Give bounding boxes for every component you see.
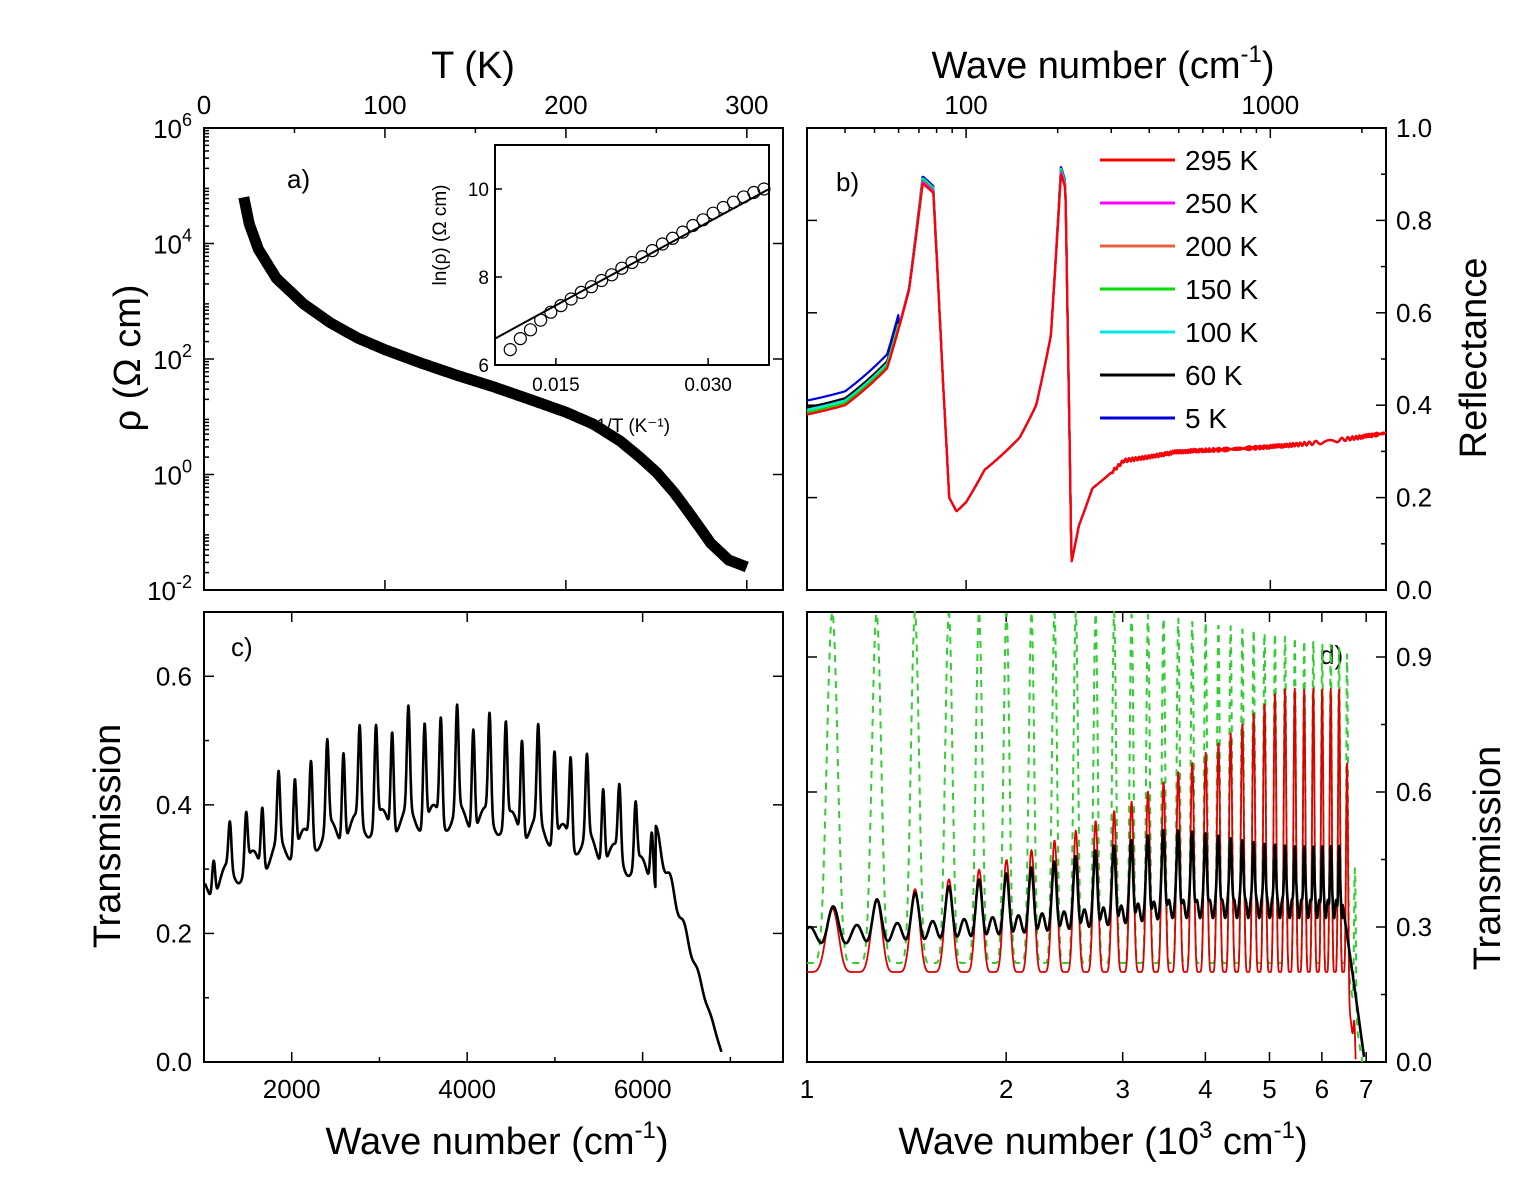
panel-b-line-100K [806, 167, 1387, 563]
panel-b-frame [806, 127, 1387, 591]
panel-c-xtick-label: 2000 [263, 1074, 321, 1104]
panel-b-line-60K [806, 167, 1387, 563]
panel-a-xtick-label: 200 [544, 90, 587, 120]
panel-c-xlabel: Wave number (cm-1) [326, 1117, 669, 1163]
panel-b-ytick-label: 0.2 [1396, 483, 1432, 513]
inset-ylabel: ln(ρ) (Ω cm) [430, 185, 451, 286]
inset-point [676, 225, 690, 239]
panel-b-ylabel: Reflectance [1453, 258, 1495, 459]
panel-a-xlabel: T (K) [431, 45, 515, 87]
panel-b-ytick-label: 0.8 [1396, 205, 1432, 235]
panel-d-ytick-label: 0.9 [1396, 642, 1432, 672]
legend-label: 60 K [1185, 360, 1243, 391]
inset-point [544, 305, 558, 319]
inset-ytick-label: 6 [478, 356, 489, 377]
inset-xtick-label: 0.030 [684, 375, 732, 396]
inset-point [716, 200, 730, 215]
panel-a-xtick-label: 0 [197, 90, 211, 120]
panel-c-label: c) [231, 632, 253, 662]
legend-label: 295 K [1185, 145, 1258, 176]
panel-a-inset-frame [494, 144, 770, 366]
inset-point [554, 299, 568, 313]
inset-xtick-label: 0.015 [532, 375, 580, 396]
panel-b-ytick-label: 0.0 [1396, 575, 1432, 605]
panel-d-label: d) [1320, 640, 1343, 670]
inset-point [584, 280, 599, 294]
panel-a-ytick-label: 104 [153, 226, 192, 260]
panel-d-xtick-label: 5 [1262, 1074, 1276, 1104]
panel-d-frame [806, 611, 1387, 1063]
panel-c-transmission-line [203, 703, 723, 1053]
inset-point [503, 343, 517, 357]
panel-c-xtick-label: 6000 [614, 1074, 672, 1104]
inset-point [594, 273, 609, 288]
inset-point [625, 255, 639, 270]
panel-b-xlabel: Wave number (cm-1) [932, 41, 1275, 87]
legend-label: 100 K [1185, 317, 1258, 348]
panel-d-xtick-label: 6 [1315, 1074, 1329, 1104]
panel-d-ytick-label: 0.3 [1396, 912, 1432, 942]
panel-b-line-5K [806, 166, 1387, 563]
panel-b-xtick-label: 100 [944, 90, 987, 120]
panel-b-label: b) [836, 167, 859, 197]
panel-c-ytick-label: 0.2 [156, 918, 192, 948]
inset-point [523, 323, 538, 337]
panel-d-xtick-label: 1 [800, 1074, 814, 1104]
panel-d-xtick-label: 7 [1359, 1074, 1373, 1104]
legend-label: 250 K [1185, 188, 1258, 219]
panel-d-xtick-label: 2 [999, 1074, 1013, 1104]
inset-point [696, 213, 710, 227]
inset-point [726, 195, 741, 209]
inset-point [706, 206, 720, 220]
legend-label: 200 K [1185, 231, 1258, 262]
panel-c-ylabel: Transmission [87, 724, 129, 949]
panel-b-line-250K [806, 171, 1387, 563]
panel-a-ytick-label: 10-2 [147, 572, 192, 606]
panel-d-ytick-label: 0.6 [1396, 777, 1432, 807]
panel-d-measured-line [806, 828, 1366, 1058]
inset-point [574, 285, 588, 299]
legend-label: 150 K [1185, 274, 1258, 305]
legend-label: 5 K [1185, 403, 1227, 434]
inset-point [686, 218, 700, 233]
inset-point [513, 332, 527, 346]
inset-ytick-label: 10 [468, 180, 489, 201]
panel-a-label: a) [287, 164, 310, 194]
panel-a-ytick-label: 106 [153, 110, 192, 144]
panel-a-rho-curve [238, 196, 751, 573]
panel-a-ytick-label: 102 [153, 341, 192, 375]
panel-d-xlabel: Wave number (103 cm-1) [898, 1117, 1307, 1163]
panel-c-ytick-label: 0.0 [156, 1047, 192, 1077]
panel-d-xtick-label: 4 [1198, 1074, 1212, 1104]
panel-d-ylabel: Transmission [1467, 746, 1509, 971]
panel-a-xtick-label: 300 [725, 90, 768, 120]
inset-point [564, 292, 578, 306]
inset-point [757, 182, 771, 196]
panel-a-ytick-label: 100 [153, 457, 192, 491]
inset-point [655, 237, 670, 251]
panel-b-ytick-label: 0.4 [1396, 390, 1432, 420]
inset-point [645, 244, 659, 258]
panel-d-ytick-label: 0.0 [1396, 1047, 1432, 1077]
panel-d-xtick-label: 3 [1115, 1074, 1129, 1104]
inset-point [635, 250, 649, 264]
inset-point [665, 231, 680, 245]
panel-c-xtick-label: 4000 [438, 1074, 496, 1104]
panel-c-ytick-label: 0.6 [156, 661, 192, 691]
panel-b-xtick-label: 1000 [1241, 90, 1299, 120]
inset-point [605, 268, 619, 282]
inset-point [534, 313, 548, 327]
panel-c-frame [203, 611, 784, 1063]
inset-ytick-label: 8 [478, 268, 489, 289]
panel-d-model-dashed [807, 611, 1363, 1063]
panel-b-ytick-label: 0.6 [1396, 298, 1432, 328]
panel-c-ytick-label: 0.4 [156, 790, 192, 820]
panel-b-line-295K [806, 173, 1387, 563]
inset-point [615, 261, 629, 275]
panel-b-ytick-label: 1.0 [1396, 113, 1432, 143]
panel-a-xtick-label: 100 [363, 90, 406, 120]
panel-b-line-150K [806, 169, 1387, 563]
panel-a-ylabel: ρ (Ω cm) [107, 284, 149, 431]
panel-b-line-200K [806, 171, 1387, 563]
